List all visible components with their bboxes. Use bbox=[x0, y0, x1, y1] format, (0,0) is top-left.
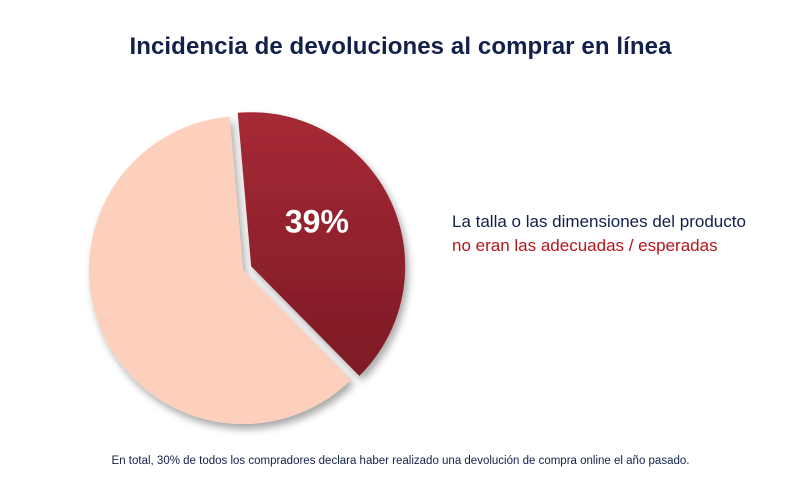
footnote: En total, 30% de todos los compradores d… bbox=[111, 455, 690, 467]
pie-slice-data-label: 39% bbox=[285, 204, 349, 240]
slice-legend: La talla o las dimensiones del producto … bbox=[452, 210, 746, 258]
chart-title: Incidencia de devoluciones al comprar en… bbox=[129, 33, 672, 60]
legend-line-1: La talla o las dimensiones del producto bbox=[452, 212, 746, 231]
pie-slice-highlight bbox=[237, 112, 406, 376]
legend-line-2: no eran las adecuadas / esperadas bbox=[452, 236, 718, 255]
pie-slice-rest bbox=[88, 116, 352, 425]
